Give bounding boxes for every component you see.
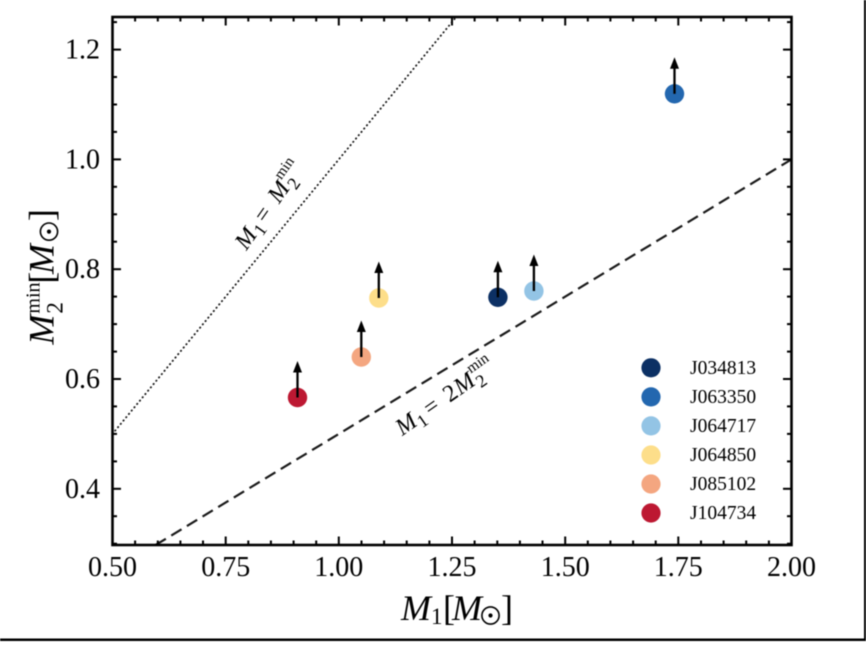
svg-text:1.00: 1.00 (314, 552, 363, 583)
svg-text:[: [ (443, 588, 455, 628)
svg-text:J064717: J064717 (690, 416, 756, 437)
svg-text:0.75: 0.75 (201, 552, 250, 583)
svg-text:J063350: J063350 (690, 387, 756, 408)
svg-text:1.0: 1.0 (65, 144, 100, 175)
svg-text:0.50: 0.50 (88, 552, 137, 583)
svg-text:1.2: 1.2 (65, 35, 100, 66)
svg-text:1.50: 1.50 (541, 552, 590, 583)
svg-text:J085102: J085102 (690, 474, 756, 495)
svg-text:0.4: 0.4 (65, 474, 100, 505)
svg-text:2.00: 2.00 (767, 552, 816, 583)
svg-text:0.6: 0.6 (65, 364, 100, 395)
svg-text:[: [ (22, 272, 62, 284)
svg-text:J034813: J034813 (690, 358, 756, 379)
svg-text:J064850: J064850 (690, 445, 756, 466)
svg-text:]: ] (22, 209, 62, 221)
svg-text:M: M (22, 242, 62, 275)
svg-text:0.8: 0.8 (65, 254, 100, 285)
svg-text:M: M (400, 588, 433, 628)
svg-text:1.75: 1.75 (654, 552, 703, 583)
svg-text:]: ] (501, 588, 513, 628)
svg-text:M: M (22, 313, 62, 346)
svg-text:2: 2 (43, 302, 68, 314)
svg-text:1: 1 (431, 604, 443, 629)
svg-text:1.25: 1.25 (428, 552, 477, 583)
svg-text:M: M (451, 588, 484, 628)
svg-text:J104734: J104734 (690, 503, 756, 524)
svg-text:min: min (23, 282, 45, 313)
